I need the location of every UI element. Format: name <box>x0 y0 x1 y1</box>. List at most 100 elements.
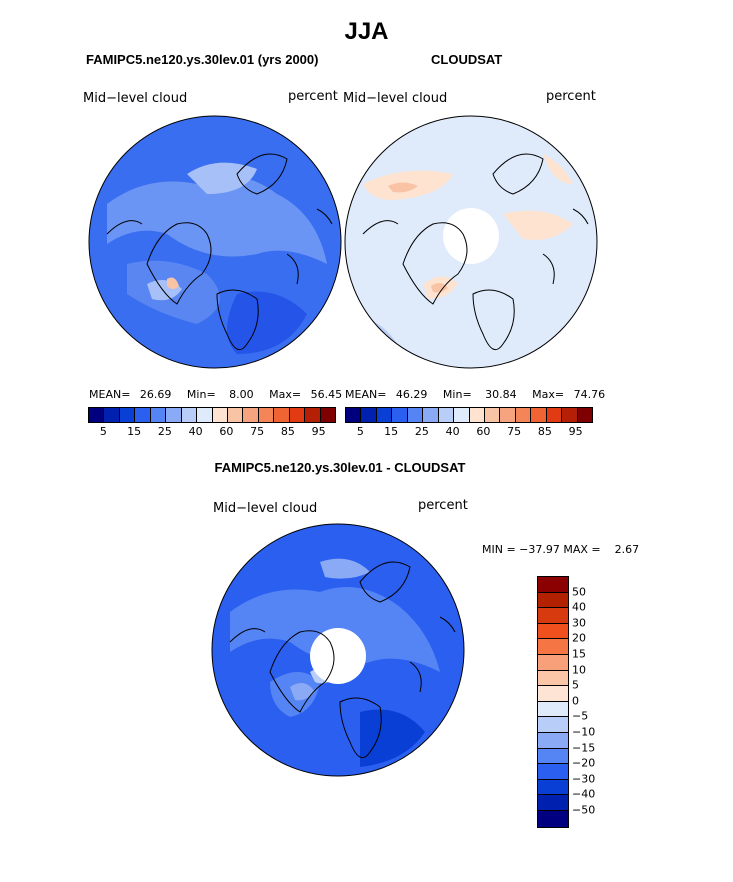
colorbar-swatch <box>392 408 408 422</box>
colorbar-swatch <box>538 686 568 702</box>
panel1-variable-label: Mid−level cloud <box>83 91 188 106</box>
panel2-stats: MEAN= 46.29 Min= 30.84 Max= 74.76 <box>345 388 605 401</box>
colorbar-tick-label: 15 <box>384 425 399 438</box>
panel2-title: CLOUDSAT <box>431 52 503 67</box>
colorbar-swatch <box>538 654 568 671</box>
panel2-mean-value: 46.29 <box>395 388 428 401</box>
map-panel2 <box>344 115 598 369</box>
colorbar-swatch <box>135 408 151 422</box>
colorbar-swatch <box>289 408 306 422</box>
panel1-colorbar-ticks: 5 15 25 40 60 75 85 95 <box>88 425 334 439</box>
colorbar-swatch <box>538 592 568 609</box>
colorbar-swatch <box>538 779 568 796</box>
colorbar-tick-label: −10 <box>572 725 596 739</box>
colorbar-tick-label: 0 <box>572 694 579 708</box>
colorbar-swatch <box>538 795 568 811</box>
colorbar-swatch <box>361 408 377 422</box>
colorbar-tick-label: 95 <box>568 425 583 438</box>
colorbar-tick-label: 25 <box>414 425 429 438</box>
panel3-title: FAMIPC5.ne120.ys.30lev.01 - CLOUDSAT <box>214 460 466 475</box>
colorbar-swatch <box>515 408 532 422</box>
colorbar-tick-label: 40 <box>445 425 460 438</box>
colorbar-swatch <box>538 701 568 718</box>
panel3-units-label: percent <box>418 498 468 513</box>
panel2-colorbar <box>345 407 593 423</box>
panel3-stats: MIN = −37.97 MAX = 2.67 <box>482 543 640 556</box>
panel1-mean-value: 26.69 <box>139 388 172 401</box>
colorbar-swatch <box>538 717 568 733</box>
panel2-colorbar-ticks: 5 15 25 40 60 75 85 95 <box>345 425 591 439</box>
panel1-stats: MEAN= 26.69 Min= 8.00 Max= 56.45 <box>89 388 342 401</box>
colorbar-tick-label: 15 <box>572 647 586 661</box>
colorbar-tick-label: 75 <box>250 425 265 438</box>
colorbar-tick-label: 5 <box>99 425 107 438</box>
colorbar-swatch <box>438 408 455 422</box>
colorbar-swatch <box>104 408 120 422</box>
figure-title: JJA <box>344 18 389 45</box>
colorbar-swatch <box>469 408 485 422</box>
map-panel3 <box>211 523 465 777</box>
colorbar-swatch <box>577 408 592 422</box>
colorbar-tick-label: 15 <box>127 425 142 438</box>
colorbar-swatch <box>197 408 213 422</box>
colorbar-swatch <box>538 732 568 749</box>
colorbar-tick-label: 60 <box>476 425 491 438</box>
colorbar-swatch <box>346 408 362 422</box>
colorbar-swatch <box>538 623 568 640</box>
colorbar-swatch <box>376 408 393 422</box>
colorbar-swatch <box>538 810 568 827</box>
colorbar-swatch <box>538 670 568 687</box>
colorbar-swatch <box>305 408 321 422</box>
colorbar-tick-label: −15 <box>572 741 596 755</box>
panel1-max-value: 56.45 <box>310 388 343 401</box>
colorbar-tick-label: 40 <box>572 600 586 614</box>
colorbar-swatch <box>212 408 228 422</box>
panel1-units-label: percent <box>288 89 338 104</box>
colorbar-tick-label: 60 <box>219 425 234 438</box>
colorbar-swatch <box>484 408 501 422</box>
panel3-variable-label: Mid−level cloud <box>213 501 318 516</box>
colorbar-swatch <box>119 408 136 422</box>
panel1-mean-label: MEAN= <box>89 388 131 401</box>
colorbar-swatch <box>181 408 198 422</box>
panel2-min-label: Min= <box>442 388 472 401</box>
colorbar-tick-label: −20 <box>572 756 596 770</box>
colorbar-swatch <box>538 748 568 765</box>
colorbar-tick-label: 95 <box>311 425 326 438</box>
colorbar-tick-label: 5 <box>356 425 364 438</box>
panel3-colorbar <box>537 576 569 828</box>
colorbar-swatch <box>227 408 244 422</box>
colorbar-swatch <box>538 577 568 593</box>
colorbar-tick-label: 25 <box>157 425 172 438</box>
colorbar-swatch <box>258 408 275 422</box>
colorbar-tick-label: 85 <box>280 425 295 438</box>
panel1-title: FAMIPC5.ne120.ys.30lev.01 (yrs 2000) <box>86 52 319 67</box>
colorbar-tick-label: 50 <box>572 585 586 599</box>
panel1-min-label: Min= <box>186 388 216 401</box>
colorbar-swatch <box>423 408 439 422</box>
colorbar-tick-label: 40 <box>188 425 203 438</box>
colorbar-swatch <box>562 408 578 422</box>
colorbar-swatch <box>538 764 568 780</box>
colorbar-swatch <box>89 408 105 422</box>
colorbar-tick-label: −30 <box>572 772 596 786</box>
colorbar-tick-label: 30 <box>572 616 586 630</box>
colorbar-swatch <box>546 408 563 422</box>
panel1-max-label: Max= <box>269 388 302 401</box>
panel2-max-label: Max= <box>532 388 565 401</box>
colorbar-tick-label: −5 <box>572 709 589 723</box>
colorbar-swatch <box>320 408 335 422</box>
colorbar-tick-label: 5 <box>572 678 579 692</box>
map-panel1 <box>88 115 342 369</box>
panel2-max-value: 74.76 <box>573 388 606 401</box>
colorbar-swatch <box>500 408 516 422</box>
colorbar-swatch <box>454 408 470 422</box>
colorbar-swatch <box>407 408 424 422</box>
panel2-min-value: 30.84 <box>485 388 517 401</box>
panel2-mean-label: MEAN= <box>345 388 387 401</box>
colorbar-swatch <box>274 408 290 422</box>
colorbar-tick-label: −50 <box>572 803 596 817</box>
colorbar-tick-label: 20 <box>572 631 586 645</box>
colorbar-swatch <box>243 408 259 422</box>
panel1-min-value: 8.00 <box>229 388 254 401</box>
